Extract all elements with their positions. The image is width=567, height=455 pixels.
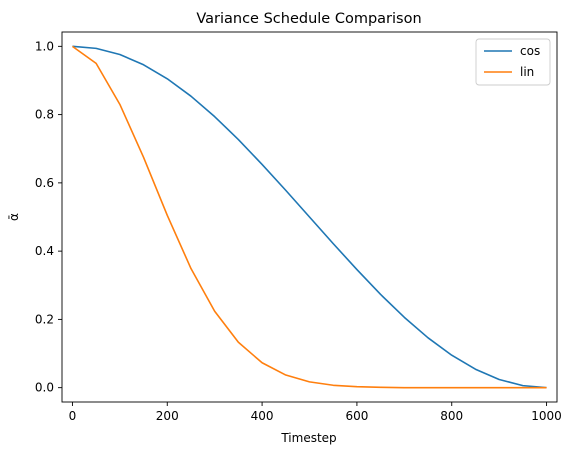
y-tick-label: 0.2 xyxy=(35,312,54,326)
legend-label-cos: cos xyxy=(520,44,540,58)
y-axis-title: ᾱ xyxy=(7,213,21,221)
y-tick-label: 0.8 xyxy=(35,108,54,122)
series-line-cos xyxy=(72,45,547,389)
legend: cos lin xyxy=(475,38,551,86)
chart-title: Variance Schedule Comparison xyxy=(196,11,421,27)
plot-area: 0 200 400 600 800 1000 0.0 0.2 0.4 0.6 0.8 1.0 xyxy=(35,31,562,423)
y-tick-label: 1.0 xyxy=(35,39,54,53)
y-tick-label: 0.6 xyxy=(35,176,54,190)
x-tick-label: 1000 xyxy=(531,409,562,423)
plot-frame xyxy=(61,31,558,403)
x-tick-label: 800 xyxy=(440,409,463,423)
series-line-lin xyxy=(71,45,547,389)
x-tick-label: 0 xyxy=(69,409,77,423)
x-axis-title: Timestep xyxy=(280,431,336,445)
x-tick-label: 600 xyxy=(345,409,368,423)
legend-label-lin: lin xyxy=(520,65,534,79)
y-tick-label: 0.0 xyxy=(35,381,54,395)
y-tick-label: 0.4 xyxy=(35,244,54,258)
x-tick-label: 200 xyxy=(156,409,179,423)
x-tick-label: 400 xyxy=(251,409,274,423)
